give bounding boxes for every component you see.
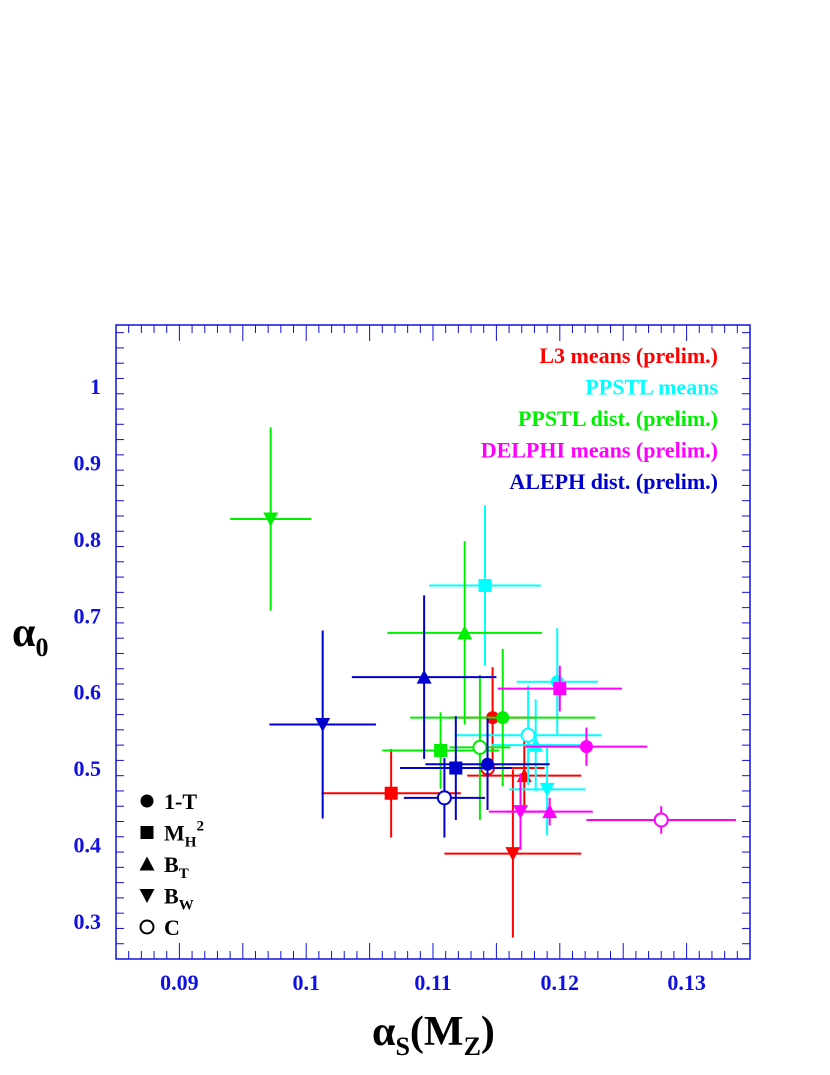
data-point [454, 685, 602, 785]
point-marker [553, 682, 567, 696]
data-point [230, 427, 312, 611]
data-point [444, 769, 582, 938]
y-axis-title: α0 [12, 610, 48, 662]
y-tick-label: 0.4 [74, 832, 102, 857]
symbol-legend-marker [139, 856, 155, 871]
point-marker [539, 782, 555, 797]
symbol-legend-marker [139, 889, 155, 903]
point-marker [263, 512, 279, 527]
symbol-legend-label: BW [164, 884, 194, 914]
data-point [387, 541, 543, 725]
x-tick-label: 0.13 [667, 970, 706, 995]
point-marker [653, 812, 669, 828]
point-marker [579, 740, 593, 754]
symbol-legend-label: 1-T [164, 789, 197, 814]
point-marker [449, 761, 463, 775]
symbol-legend-marker [139, 919, 155, 935]
data-point [488, 773, 553, 850]
data-point [410, 648, 596, 787]
point-marker [512, 805, 528, 820]
point-marker [478, 578, 492, 592]
point-marker [496, 711, 510, 725]
symbol-legend-label: C [164, 915, 180, 940]
y-tick-label: 0.3 [74, 909, 102, 934]
y-tick-label: 0.9 [74, 450, 102, 475]
x-tick-label: 0.11 [414, 970, 451, 995]
point-marker [416, 669, 432, 684]
y-tick-label: 0.6 [74, 680, 102, 705]
x-tick-label: 0.12 [541, 970, 580, 995]
data-point [586, 806, 737, 834]
data-point [525, 727, 648, 766]
point-marker [505, 847, 521, 862]
point-marker [520, 727, 536, 743]
series-legend-entry: PPSTL dist. (prelim.) [518, 406, 718, 431]
data-point [429, 505, 541, 666]
point-marker [436, 790, 452, 806]
point-marker [472, 739, 488, 755]
x-tick-label: 0.09 [160, 970, 199, 995]
symbol-legend-marker [140, 826, 154, 839]
point-marker [434, 743, 448, 757]
point-marker [457, 625, 473, 640]
data-point [403, 758, 485, 838]
data-point [351, 595, 497, 759]
point-marker [528, 737, 544, 752]
point-marker [315, 717, 331, 732]
data-point [497, 665, 622, 712]
symbol-legend-label: MH2 [164, 819, 204, 851]
data-point [491, 699, 581, 791]
symbol-legend-label: BT [164, 852, 189, 882]
data-point [400, 716, 512, 820]
y-tick-label: 0.8 [74, 527, 102, 552]
data-point [449, 674, 511, 820]
series-legend-entry: PPSTL means [585, 375, 718, 400]
series-legend-entry: DELPHI means (prelim.) [481, 438, 718, 463]
y-tick-label: 0.7 [74, 603, 102, 628]
x-tick-labels: 0.09 0.1 0.11 0.12 0.13 [160, 970, 706, 995]
point-marker [384, 786, 398, 800]
y-tick-label: 1 [90, 374, 101, 399]
y-tick-label: 0.5 [74, 756, 102, 781]
data-point [321, 748, 461, 838]
x-tick-label: 0.1 [292, 970, 320, 995]
data-points [230, 427, 737, 938]
series-legend-entry: L3 means (prelim.) [539, 343, 718, 368]
x-axis-title: αS(MZ) [372, 1009, 495, 1061]
data-point [269, 630, 376, 819]
axis-ticks [115, 325, 751, 960]
series-legend: L3 means (prelim.) PPSTL means PPSTL dist.… [481, 343, 719, 494]
symbol-legend-marker [140, 794, 154, 808]
y-tick-labels: 0.3 0.4 0.5 0.6 0.7 0.8 0.9 1 [74, 374, 102, 934]
series-legend-entry: ALEPH dist. (prelim.) [509, 469, 718, 494]
data-point [509, 743, 586, 836]
